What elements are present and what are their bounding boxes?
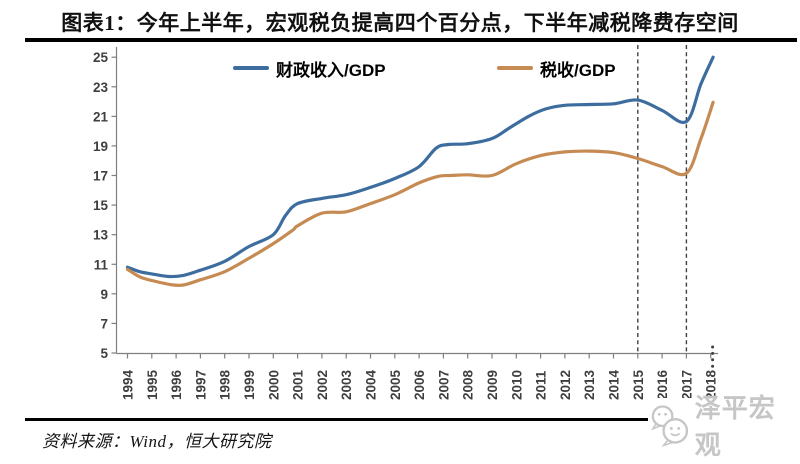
truncation-dots	[711, 364, 715, 368]
x-tick-label: 2018	[704, 369, 719, 400]
x-tick-label: 2008	[461, 369, 476, 400]
y-tick-label: 19	[93, 139, 108, 154]
x-tick-label: 2011	[534, 370, 549, 400]
data-source-note: 资料来源：Wind，恒大研究院	[42, 432, 272, 451]
x-tick-label: 2010	[509, 370, 524, 400]
x-tick-label: 2006	[412, 369, 427, 400]
x-tick-label: 1995	[145, 369, 160, 400]
footer-divider-line	[25, 418, 797, 421]
legend-line-swatch-orange	[497, 66, 533, 70]
x-tick-label: 2007	[436, 370, 451, 400]
x-tick-label: 1999	[242, 370, 257, 400]
truncation-dots	[711, 358, 715, 362]
x-tick-label: 2015	[631, 369, 646, 400]
x-tick-label: 1997	[193, 370, 208, 400]
y-tick-label: 11	[94, 257, 109, 272]
wechat-logo-icon	[650, 405, 689, 448]
x-tick-label: 2005	[388, 369, 403, 400]
x-tick-label: 2002	[315, 370, 330, 400]
y-tick-label: 13	[93, 228, 109, 243]
legend-label-tax: 税收/GDP	[540, 60, 616, 80]
watermark: 泽平宏观	[648, 393, 800, 460]
x-tick-label: 2016	[655, 369, 670, 400]
x-tick-label: 1996	[169, 369, 184, 400]
x-tick-label: 2003	[339, 369, 354, 400]
legend-line-swatch-blue	[233, 66, 269, 70]
y-tick-label: 9	[100, 287, 108, 302]
x-tick-label: 2013	[582, 369, 597, 400]
x-tick-label: 2012	[558, 370, 573, 400]
x-tick-label: 2004	[364, 369, 379, 400]
x-tick-label: 1994	[121, 369, 136, 400]
y-tick-label: 5	[100, 346, 108, 361]
legend-label-fiscal-revenue: 财政收入/GDP	[276, 60, 386, 80]
y-tick-label: 25	[93, 50, 109, 65]
x-tick-label: 2017	[679, 370, 694, 400]
truncation-dots	[711, 345, 715, 349]
y-tick-label: 23	[93, 80, 109, 95]
legend-item-tax: 税收/GDP	[497, 58, 616, 80]
figure-title: 图表1：今年上半年，宏观税负提高四个百分点，下半年减税降费存空间	[61, 11, 739, 35]
watermark-text: 泽平宏观	[694, 393, 776, 460]
x-tick-label: 2014	[607, 369, 622, 400]
x-tick-label: 2001	[291, 369, 306, 400]
series-line-tax	[125, 100, 715, 288]
y-tick-label: 15	[93, 198, 109, 213]
truncation-dots	[711, 351, 715, 355]
y-tick-label: 21	[93, 109, 109, 124]
x-tick-label: 1998	[218, 369, 233, 400]
y-tick-label: 17	[93, 169, 108, 184]
title-divider-line	[25, 38, 797, 42]
x-tick-label: 2000	[266, 370, 281, 400]
series-line-fiscal-revenue	[125, 55, 715, 279]
x-tick-label: 2009	[485, 370, 500, 400]
legend-item-fiscal-revenue: 财政收入/GDP	[233, 58, 386, 80]
y-tick-label: 7	[100, 316, 108, 331]
